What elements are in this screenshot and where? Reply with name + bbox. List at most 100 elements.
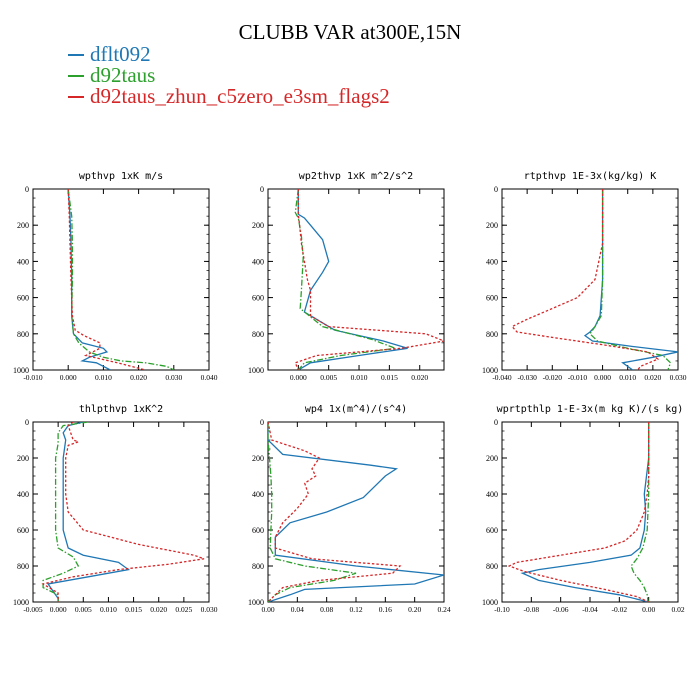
- x-tick-label: 0.010: [619, 373, 636, 382]
- y-tick-label: 0: [25, 418, 29, 427]
- y-tick-label: 600: [17, 294, 29, 303]
- y-tick-label: 600: [252, 526, 264, 535]
- x-tick-label: 0.020: [150, 605, 167, 614]
- x-tick-label: 0.00: [261, 605, 274, 614]
- legend-line-icon: [68, 53, 84, 56]
- x-tick-label: -0.06: [553, 605, 569, 614]
- y-tick-label: 600: [252, 294, 264, 303]
- y-tick-label: 200: [486, 221, 498, 230]
- x-tick-label: -0.04: [582, 605, 598, 614]
- series-line-dflt092: [297, 189, 408, 370]
- y-tick-label: 600: [486, 294, 498, 303]
- series-line-d92taus_zhun_c5zero_e3sm_flags2: [67, 189, 146, 370]
- x-tick-label: 0.010: [100, 605, 117, 614]
- y-tick-label: 0: [260, 185, 264, 194]
- x-tick-label: -0.020: [543, 373, 563, 382]
- y-tick-label: 0: [260, 418, 264, 427]
- x-tick-label: -0.030: [517, 373, 537, 382]
- series-line-d92taus: [294, 189, 396, 370]
- y-tick-label: 400: [252, 257, 264, 266]
- x-tick-label: 0.030: [165, 373, 182, 382]
- series-line-d92taus: [67, 189, 175, 370]
- x-tick-label: 0.020: [130, 373, 147, 382]
- y-tick-label: 800: [486, 330, 498, 339]
- y-tick-label: 800: [17, 330, 29, 339]
- y-tick-label: 1000: [13, 598, 29, 607]
- legend-label: dflt092: [90, 42, 151, 66]
- series-line-d92taus_zhun_c5zero_e3sm_flags2: [268, 422, 402, 602]
- x-tick-label: -0.040: [492, 373, 512, 382]
- y-tick-label: 200: [17, 221, 29, 230]
- x-tick-label: 0.030: [670, 373, 687, 382]
- plot-frame: [267, 188, 445, 371]
- x-tick-label: 0.010: [95, 373, 112, 382]
- y-tick-label: 0: [494, 418, 498, 427]
- series-line-d92taus_zhun_c5zero_e3sm_flags2: [507, 422, 650, 602]
- x-tick-label: 0.12: [349, 605, 362, 614]
- y-tick-label: 1000: [482, 366, 498, 375]
- plot-frame: [501, 188, 679, 371]
- x-tick-label: 0.20: [408, 605, 421, 614]
- x-tick-label: 0.08: [320, 605, 333, 614]
- series-line-dflt092: [46, 422, 131, 602]
- y-tick-label: 800: [252, 330, 264, 339]
- x-tick-label: 0.000: [50, 605, 67, 614]
- x-tick-label: 0.025: [175, 605, 192, 614]
- chart-title: wp4 1x(m^4)/(s^4): [305, 404, 407, 415]
- y-tick-label: 800: [252, 562, 264, 571]
- x-tick-label: 0.02: [671, 605, 684, 614]
- series-line-dflt092: [583, 189, 678, 370]
- legend: dflt092 d92taus d92taus_zhun_c5zero_e3sm…: [68, 42, 390, 108]
- x-tick-label: -0.010: [23, 373, 43, 382]
- x-tick-label: 0.015: [381, 373, 398, 382]
- chart-title: wp2thvp 1xK m^2/s^2: [299, 171, 413, 182]
- series-line-d92taus: [630, 422, 650, 602]
- series-line-d92taus_zhun_c5zero_e3sm_flags2: [511, 189, 660, 370]
- y-tick-label: 600: [17, 526, 29, 535]
- series-line-d92taus_zhun_c5zero_e3sm_flags2: [41, 422, 205, 602]
- y-tick-label: 400: [252, 490, 264, 499]
- y-tick-label: 200: [252, 454, 264, 463]
- series-line-dflt092: [67, 189, 111, 370]
- legend-label: d92taus: [90, 63, 156, 87]
- chart-title: rtpthvp 1E-3x(kg/kg) K: [524, 171, 656, 182]
- plot-frame: [501, 421, 679, 603]
- y-tick-label: 600: [486, 526, 498, 535]
- plot-frame: [32, 188, 210, 371]
- chart-title: wprtpthlp 1-E-3x(m kg K)/(s kg): [497, 404, 684, 415]
- legend-item-d92taus-zhun: d92taus_zhun_c5zero_e3sm_flags2: [68, 84, 390, 108]
- legend-line-icon: [68, 95, 84, 98]
- y-tick-label: 400: [17, 257, 29, 266]
- legend-item-dflt092: dflt092: [68, 42, 390, 66]
- x-tick-label: 0.015: [125, 605, 142, 614]
- y-tick-label: 400: [486, 257, 498, 266]
- legend-label: d92taus_zhun_c5zero_e3sm_flags2: [90, 84, 390, 108]
- y-tick-label: 400: [17, 490, 29, 499]
- y-tick-label: 200: [17, 454, 29, 463]
- x-tick-label: 0.010: [351, 373, 368, 382]
- y-tick-label: 1000: [248, 598, 264, 607]
- x-tick-label: 0.000: [290, 373, 307, 382]
- y-tick-label: 1000: [13, 366, 29, 375]
- y-tick-label: 0: [25, 185, 29, 194]
- y-tick-label: 200: [252, 221, 264, 230]
- x-tick-label: 0.020: [644, 373, 661, 382]
- figure-title: CLUBB VAR at300E,15N: [238, 20, 462, 44]
- x-tick-label: -0.010: [568, 373, 588, 382]
- series-line-dflt092: [520, 422, 650, 602]
- series-line-dflt092: [268, 422, 444, 602]
- chart-title: thlpthvp 1xK^2: [79, 404, 163, 415]
- x-tick-label: -0.08: [524, 605, 540, 614]
- x-tick-label: 0.16: [379, 605, 392, 614]
- y-tick-label: 400: [486, 490, 498, 499]
- y-tick-label: 1000: [248, 366, 264, 375]
- series-line-d92taus: [42, 422, 89, 602]
- y-tick-label: 800: [17, 562, 29, 571]
- x-tick-label: 0.020: [411, 373, 428, 382]
- y-tick-label: 1000: [482, 598, 498, 607]
- x-tick-label: 0.00: [642, 605, 655, 614]
- legend-line-icon: [68, 74, 84, 77]
- x-tick-label: 0.000: [594, 373, 611, 382]
- y-tick-label: 800: [486, 562, 498, 571]
